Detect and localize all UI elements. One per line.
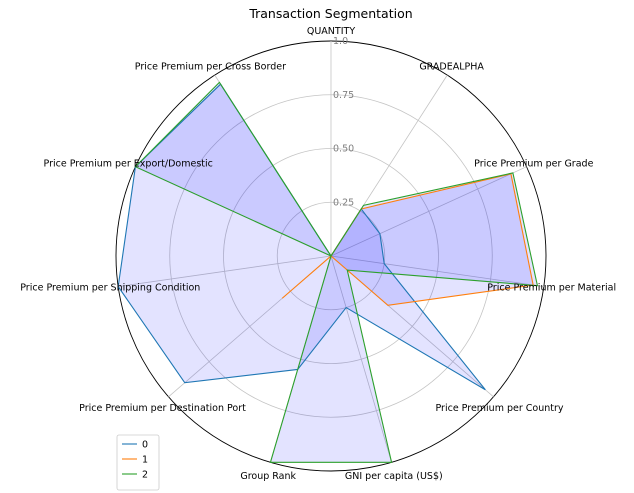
axis-label: Price Premium per Cross Border <box>135 61 286 72</box>
series-2-area <box>135 82 538 463</box>
axis-label: Price Premium per Material <box>487 283 616 294</box>
radial-tick-label: 0.75 <box>333 90 354 101</box>
radial-tick-label: 0.50 <box>333 144 354 155</box>
legend-label: 0 <box>142 440 148 451</box>
axis-label: Price Premium per Shipping Condition <box>20 283 200 294</box>
radial-tick-label: 0.25 <box>333 197 354 208</box>
axis-label: QUANTITY <box>307 26 355 37</box>
axis-label: Price Premium per Grade <box>474 158 593 169</box>
axis-label: Price Premium per Destination Port <box>79 403 246 414</box>
chart-title: Transaction Segmentation <box>248 6 412 21</box>
axis-spoke <box>330 255 392 463</box>
axis-label: Group Rank <box>240 471 296 482</box>
series-2-line <box>134 81 539 463</box>
legend-label: 1 <box>142 455 148 466</box>
series-0-area <box>118 84 486 390</box>
radial-tick-label: 1.0 <box>333 36 348 47</box>
axis-label: GNI per capita (US$) <box>345 471 443 482</box>
series-layer <box>117 81 539 463</box>
series-1-line <box>281 173 534 306</box>
axis-spoke <box>118 255 332 287</box>
axis-spoke <box>330 255 544 287</box>
series-1-area <box>282 173 534 306</box>
legend-label: 2 <box>142 470 148 481</box>
legend: 0 1 2 <box>116 434 160 491</box>
axis-label: GRADEALPHA <box>419 61 484 72</box>
axis-label: Price Premium per Country <box>435 403 563 414</box>
legend-box <box>116 434 160 491</box>
axis-spoke <box>330 166 527 257</box>
axis-label: Price Premium per Export/Domestic <box>44 158 213 169</box>
